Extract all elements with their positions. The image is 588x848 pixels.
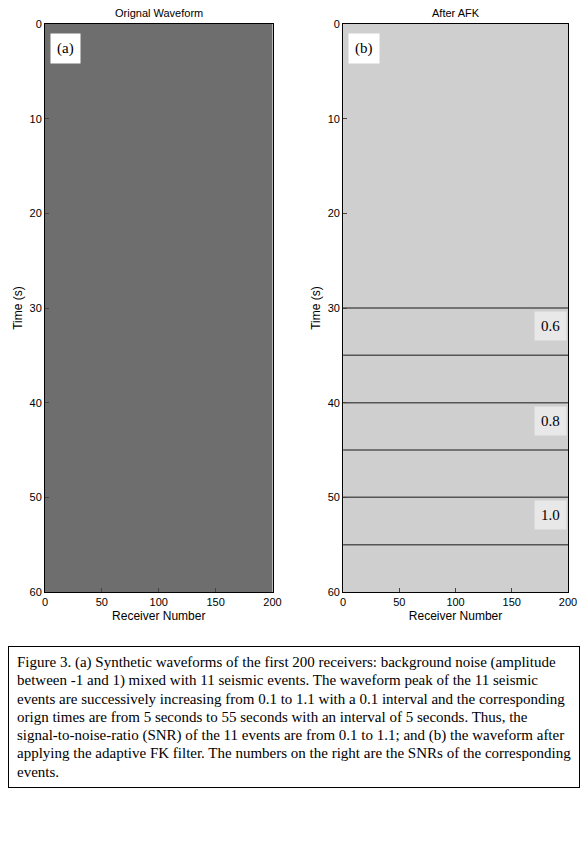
svg-text:0.6: 0.6 [541,318,560,334]
svg-text:(b): (b) [355,40,373,57]
svg-text:0: 0 [334,18,340,30]
svg-text:40: 40 [30,397,42,409]
svg-text:30: 30 [328,302,340,314]
svg-text:0: 0 [42,596,48,608]
svg-text:60: 60 [328,586,340,598]
svg-text:10: 10 [328,113,340,125]
svg-text:200: 200 [263,596,281,608]
svg-text:50: 50 [393,596,405,608]
svg-text:10: 10 [30,113,42,125]
svg-text:50: 50 [96,596,108,608]
svg-text:100: 100 [446,596,464,608]
svg-text:100: 100 [150,596,168,608]
svg-text:Orignal Waveform: Orignal Waveform [115,7,203,19]
svg-text:Receiver Number: Receiver Number [112,609,205,623]
svg-text:Receiver Number: Receiver Number [409,609,502,623]
svg-text:0: 0 [340,596,346,608]
svg-text:1.0: 1.0 [541,507,560,523]
svg-text:150: 150 [503,596,521,608]
svg-text:(a): (a) [57,40,74,57]
svg-text:30: 30 [30,302,42,314]
svg-text:60: 60 [30,586,42,598]
svg-text:0: 0 [36,18,42,30]
svg-text:200: 200 [559,596,577,608]
svg-text:150: 150 [206,596,224,608]
svg-text:Time (s): Time (s) [309,286,323,330]
svg-text:50: 50 [30,491,42,503]
svg-text:20: 20 [328,207,340,219]
svg-text:20: 20 [30,207,42,219]
svg-text:0.8: 0.8 [541,413,560,429]
svg-text:40: 40 [328,397,340,409]
svg-text:Time (s): Time (s) [11,286,25,330]
svg-text:After AFK: After AFK [432,7,480,19]
html-text:Figure 3. (a) Synthetic wavefo: Figure 3. (a) Synthetic waveforms of the… [17,654,571,780]
svg-text:50: 50 [328,491,340,503]
